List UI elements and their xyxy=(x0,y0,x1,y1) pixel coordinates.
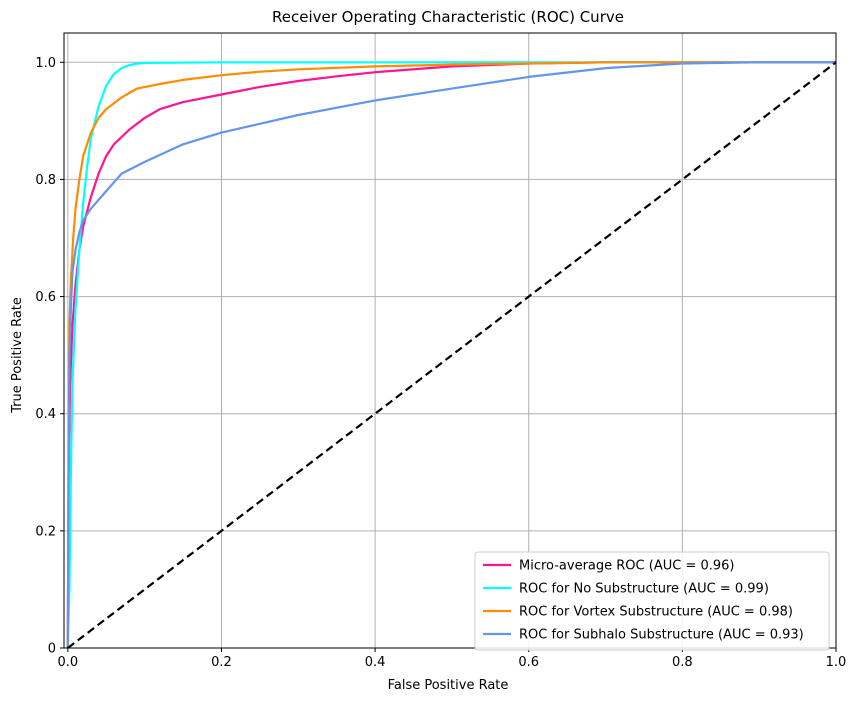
y-tick-label: 0.2 xyxy=(35,524,56,539)
legend-box xyxy=(474,551,830,651)
chart-title: Receiver Operating Characteristic (ROC) … xyxy=(272,8,624,26)
x-tick-label: 0.2 xyxy=(211,655,232,670)
plot-frame xyxy=(63,32,837,649)
chance-line xyxy=(67,61,836,648)
x-tick-label: 0.4 xyxy=(365,655,386,670)
y-tick-label: 0 xyxy=(48,642,56,657)
x-tick-label: 0.6 xyxy=(518,655,539,670)
series-line-3 xyxy=(66,61,836,648)
x-tick-label: 1.0 xyxy=(826,655,847,670)
legend-label: ROC for Subhalo Substructure (AUC = 0.93… xyxy=(519,628,804,643)
series-lines xyxy=(66,61,836,648)
ticks: 0.0 0.2 0.4 0.6 0.8 1.0 0 0.2 0.4 0.6 0.8 1.0 xyxy=(35,56,846,670)
grid xyxy=(64,33,837,649)
series-line-1 xyxy=(66,61,836,648)
legend-label: ROC for No Substructure (AUC = 0.99) xyxy=(519,582,769,597)
x-axis-label: False Positive Rate xyxy=(388,678,509,693)
series-line-2 xyxy=(66,61,836,648)
y-tick-label: 0.8 xyxy=(35,173,56,188)
y-tick-label: 0.4 xyxy=(35,407,56,422)
y-tick-label: 0.6 xyxy=(35,290,56,305)
legend-label: Micro-average ROC (AUC = 0.96) xyxy=(519,559,734,574)
x-tick-label: 0.8 xyxy=(672,655,693,670)
series-line-0 xyxy=(66,61,836,648)
y-tick-label: 1.0 xyxy=(35,56,56,71)
x-tick-label: 0.0 xyxy=(57,655,78,670)
legend-label: ROC for Vortex Substructure (AUC = 0.98) xyxy=(519,605,793,620)
y-axis-label: True Positive Rate xyxy=(10,297,25,414)
legend: Micro-average ROC (AUC = 0.96) ROC for No… xyxy=(474,551,830,651)
